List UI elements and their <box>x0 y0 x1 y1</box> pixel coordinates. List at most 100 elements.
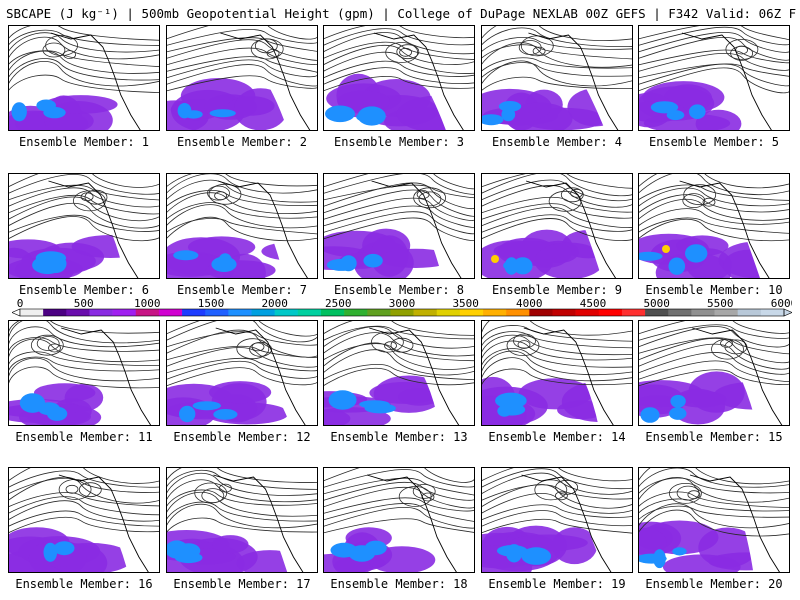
height-contours <box>638 467 790 537</box>
coastline <box>50 32 142 131</box>
height-contours <box>166 320 318 387</box>
ensemble-map <box>638 320 790 426</box>
coastline <box>371 180 462 279</box>
ensemble-member-label: Ensemble Member: 13 <box>330 430 468 444</box>
colorbar-segment <box>274 309 299 316</box>
colorbar-segment <box>575 309 600 316</box>
ensemble-map <box>481 467 633 573</box>
ensemble-member-panel <box>323 320 475 426</box>
ensemble-member-panel <box>323 25 475 131</box>
colorbar-segment <box>737 309 762 316</box>
colorbar-segment <box>506 309 530 316</box>
colorbar-tick-label: 2000 <box>261 298 288 310</box>
ensemble-member-panel <box>166 173 318 279</box>
coastline <box>525 180 617 279</box>
ensemble-member-panel <box>166 467 318 573</box>
ensemble-member-panel <box>323 467 475 573</box>
height-contours <box>166 173 318 241</box>
height-contours <box>638 25 790 94</box>
ensemble-member-panel <box>166 320 318 426</box>
coastline <box>679 180 771 279</box>
colorbar-tick-label: 1000 <box>134 298 161 310</box>
ensemble-map <box>8 320 160 426</box>
ensemble-member-label: Ensemble Member: 16 <box>15 577 153 591</box>
coastline <box>369 327 460 426</box>
cape-shading <box>481 497 633 573</box>
colorbar-segment <box>344 309 368 316</box>
colorbar-segment <box>760 309 785 316</box>
height-contours <box>166 467 318 534</box>
ensemble-map <box>638 25 790 131</box>
ensemble-map <box>323 25 475 131</box>
ensemble-map <box>166 320 318 426</box>
ensemble-map <box>8 467 160 573</box>
cape-shading <box>325 55 475 131</box>
colorbar-segment <box>714 309 738 316</box>
cape-shading <box>166 497 318 573</box>
colorbar-segment <box>66 309 90 316</box>
colorbar-tick-label: 4000 <box>516 298 543 310</box>
colorbar-tick-label: 3000 <box>389 298 416 310</box>
coastline <box>220 32 311 131</box>
cape-shading <box>638 203 790 279</box>
ensemble-map <box>323 173 475 279</box>
ensemble-member-label: Ensemble Member: 2 <box>176 135 308 149</box>
ensemble-member-label: Ensemble Member: 6 <box>18 283 150 297</box>
ensemble-member-panel <box>481 467 633 573</box>
ensemble-member-label: Ensemble Member: 3 <box>333 135 465 149</box>
ensemble-map <box>323 320 475 426</box>
colorbar-segment <box>20 309 44 316</box>
height-contours <box>8 467 160 534</box>
height-contours <box>481 320 633 387</box>
coastline <box>373 32 465 131</box>
cape-shading <box>481 55 633 131</box>
colorbar-tick-label: 4500 <box>580 298 607 310</box>
coastline <box>523 327 615 426</box>
ensemble-member-label: Ensemble Member: 19 <box>488 577 626 591</box>
ensemble-member-panel <box>481 25 633 131</box>
colorbar-segment <box>621 309 646 316</box>
ensemble-map <box>481 320 633 426</box>
ensemble-map <box>8 173 160 279</box>
cape-shading <box>166 350 318 426</box>
colorbar-tick-label: 5000 <box>643 298 670 310</box>
ensemble-member-label: Ensemble Member: 10 <box>645 283 783 297</box>
height-contours <box>8 320 160 389</box>
ensemble-member-panel <box>638 320 790 426</box>
colorbar-segment <box>43 309 67 316</box>
ensemble-member-panel <box>638 467 790 573</box>
ensemble-member-panel <box>638 173 790 279</box>
colorbar-segment <box>436 309 461 316</box>
ensemble-map <box>638 173 790 279</box>
ensemble-member-label: Ensemble Member: 18 <box>330 577 468 591</box>
cape-shading <box>323 497 475 573</box>
cape-shading <box>8 497 160 573</box>
colorbar-tick-label: 6000 <box>771 298 792 310</box>
ensemble-member-label: Ensemble Member: 20 <box>645 577 783 591</box>
colorbar-segment <box>552 309 576 316</box>
ensemble-member-label: Ensemble Member: 11 <box>15 430 153 444</box>
ensemble-map <box>8 25 160 131</box>
coastline <box>681 32 773 131</box>
colorbar-segment <box>182 309 206 316</box>
coastline <box>521 474 612 573</box>
colorbar-segment <box>89 309 113 316</box>
colorbar-tick-label: 1500 <box>198 298 225 310</box>
cape-shading <box>638 55 790 131</box>
cape-shading <box>323 203 475 279</box>
coastline <box>48 180 139 279</box>
ensemble-member-label: Ensemble Member: 7 <box>176 283 308 297</box>
ensemble-member-label: Ensemble Member: 17 <box>173 577 311 591</box>
height-contours <box>323 467 475 534</box>
ensemble-member-label: Ensemble Member: 12 <box>173 430 311 444</box>
ensemble-member-panel <box>481 320 633 426</box>
colorbar-tick-label: 3500 <box>452 298 479 310</box>
figure-title: SBCAPE (J kg⁻¹) | 500mb Geopotential Hei… <box>6 6 796 21</box>
ensemble-map <box>166 467 318 573</box>
coastline <box>61 327 152 426</box>
colorbar-segment <box>668 309 692 316</box>
colorbar-segment <box>112 309 137 316</box>
colorbar-segment <box>251 309 275 316</box>
colorbar-segment <box>205 309 229 316</box>
colorbar-segment <box>413 309 438 316</box>
